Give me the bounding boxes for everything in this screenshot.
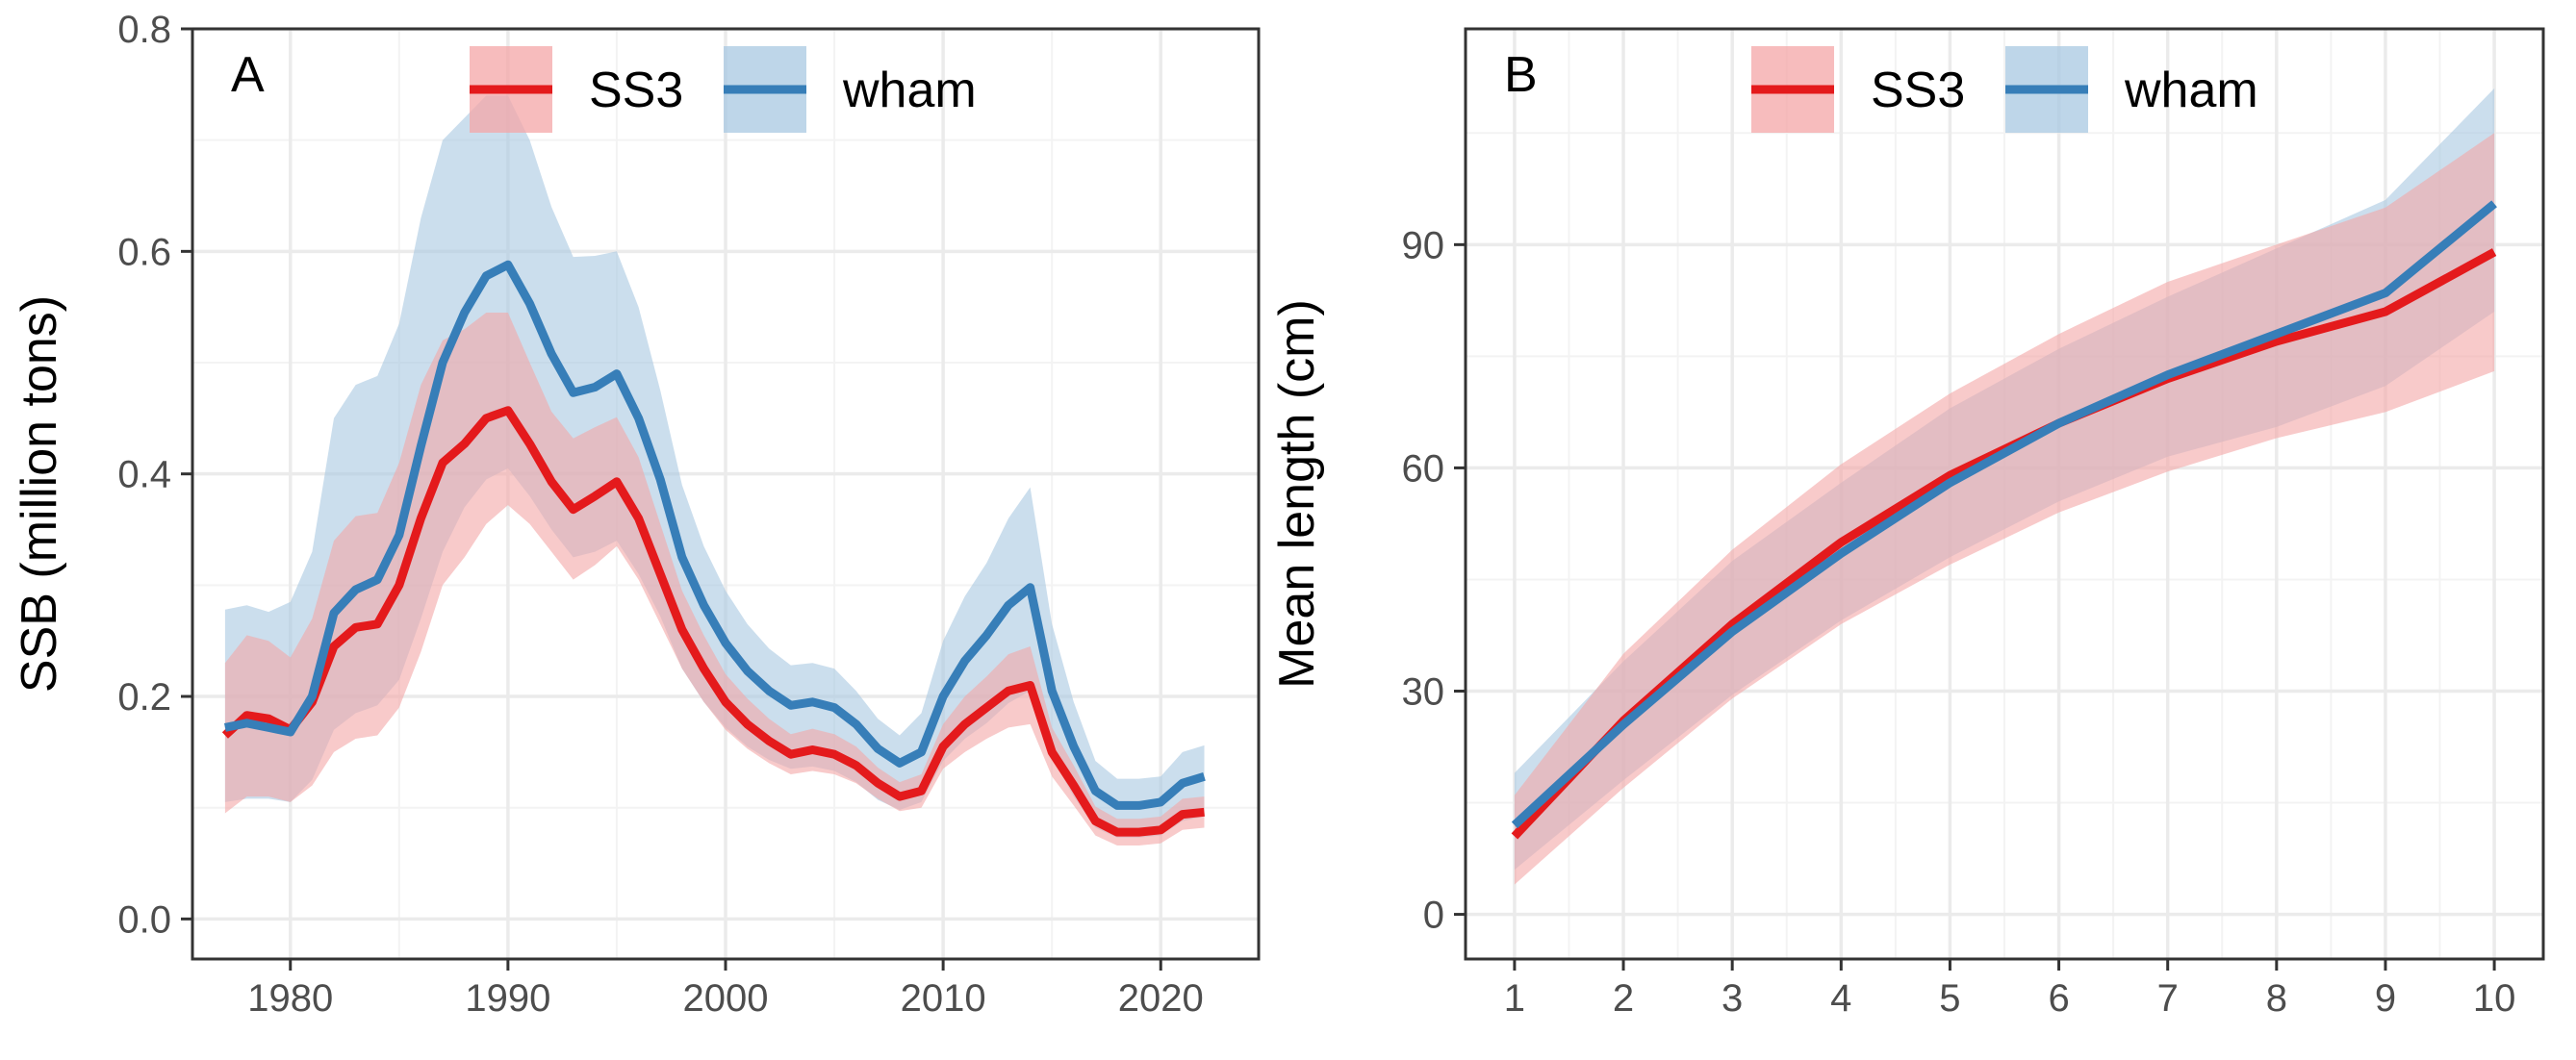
legend-item-ss3: SS3: [1751, 46, 1965, 133]
legend-label: SS3: [1871, 63, 1965, 118]
y-tick-label: 0.4: [117, 454, 171, 496]
legend-item-ss3: SS3: [470, 46, 683, 133]
legend-label: wham: [2124, 63, 2258, 118]
y-axis-title: SSB (million tons): [12, 295, 67, 693]
x-tick-label: 4: [1830, 977, 1851, 1020]
x-tick-label: 2000: [683, 977, 769, 1020]
x-tick-label: 3: [1722, 977, 1743, 1020]
panel-label: B: [1504, 47, 1538, 103]
x-tick-label: 2010: [901, 977, 986, 1020]
x-tick-label: 2: [1613, 977, 1634, 1020]
series-line-wham: [1511, 200, 2497, 829]
legend: SS3 wham: [470, 46, 977, 133]
x-tick-label: 7: [2157, 977, 2179, 1020]
legend-item-wham: wham: [2005, 46, 2258, 133]
y-tick-label: 30: [1402, 671, 1445, 714]
y-tick-label: 0.6: [117, 231, 171, 273]
legend: SS3 wham: [1751, 46, 2258, 133]
y-tick-label: 0: [1423, 895, 1444, 937]
x-tick-label: 2020: [1118, 977, 1204, 1020]
x-tick-label: 10: [2473, 977, 2516, 1020]
x-tick-label: 8: [2266, 977, 2287, 1020]
y-tick-label: 0.2: [117, 676, 171, 719]
x-tick-label: 1: [1504, 977, 1525, 1020]
y-tick-label: 0.8: [117, 9, 171, 51]
legend-label: wham: [842, 63, 977, 118]
panel-label: A: [231, 47, 265, 103]
y-tick-label: 0.0: [117, 898, 171, 941]
x-tick-label: 1990: [465, 977, 550, 1020]
panel-b: 1 2 3 4 5 6 7 8 9 10 0 30 60 90 Mean length (cm) B SS3 wh…: [1269, 27, 2545, 1020]
confidence-band-wham: [224, 95, 1205, 838]
confidence-band-ss3: [1514, 133, 2495, 885]
y-axis-title: Mean length (cm): [1269, 299, 1325, 689]
series-line-ss3: [221, 406, 1205, 837]
confidence-band-ss3: [224, 313, 1205, 845]
legend-item-wham: wham: [724, 46, 977, 133]
x-tick-label: 6: [2048, 977, 2069, 1020]
y-tick-label: 90: [1402, 224, 1445, 266]
panel-a: 1980 1990 2000 2010 2020 0.0 0.2 0.4 0.6 0.8 SSB (…: [12, 9, 1261, 1020]
panel-border: [1464, 27, 2545, 961]
y-tick-label: 60: [1402, 447, 1445, 490]
legend-label: SS3: [589, 63, 683, 118]
x-tick-label: 9: [2375, 977, 2396, 1020]
x-tick-label: 5: [1939, 977, 1960, 1020]
series-line-wham: [224, 260, 1206, 810]
x-tick-label: 1980: [247, 977, 333, 1020]
